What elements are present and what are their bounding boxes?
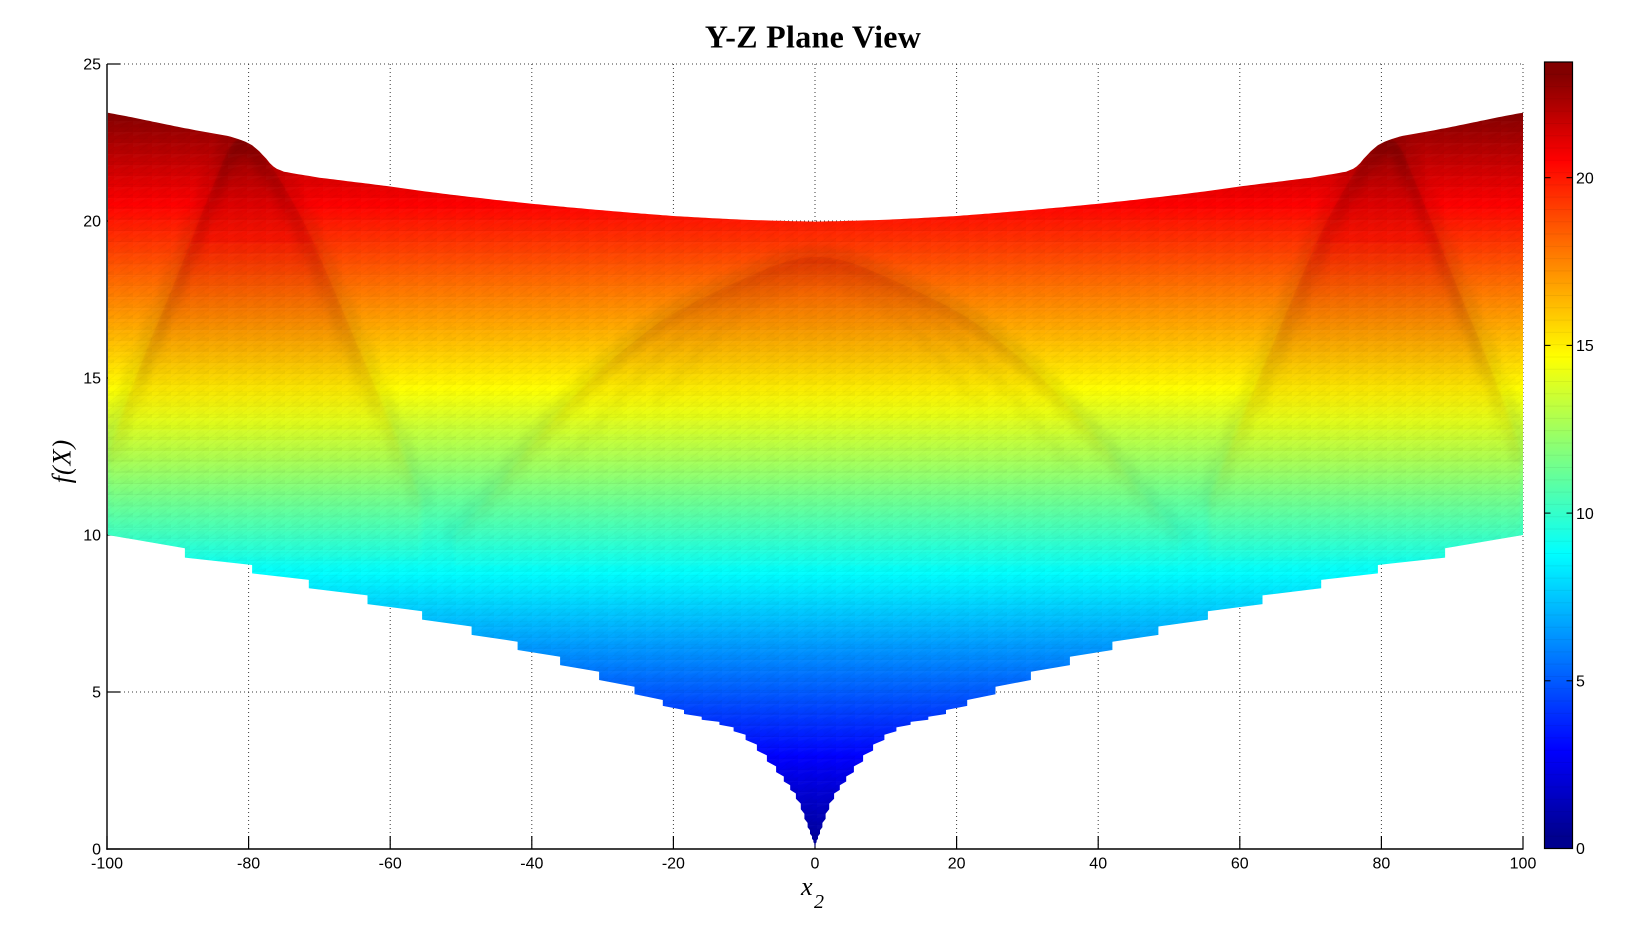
svg-text:0: 0 [92,842,101,859]
svg-text:60: 60 [1231,856,1249,873]
svg-text:f(X): f(X) [48,439,77,483]
svg-text:x: x [800,872,813,901]
svg-text:-80: -80 [237,856,260,873]
svg-text:5: 5 [1576,674,1585,691]
svg-text:2: 2 [814,891,824,913]
svg-text:-60: -60 [379,856,402,873]
svg-text:80: 80 [1373,856,1391,873]
svg-text:Y-Z Plane View: Y-Z Plane View [705,19,921,55]
svg-text:10: 10 [83,528,101,545]
svg-text:20: 20 [1576,170,1594,187]
svg-text:25: 25 [83,57,101,74]
svg-text:15: 15 [83,371,101,388]
svg-text:-20: -20 [662,856,685,873]
svg-text:0: 0 [1576,841,1585,858]
svg-text:20: 20 [948,856,966,873]
svg-text:10: 10 [1576,506,1594,523]
svg-text:-100: -100 [91,856,123,873]
svg-text:0: 0 [811,856,820,873]
svg-text:40: 40 [1089,856,1107,873]
svg-text:20: 20 [83,214,101,231]
svg-text:5: 5 [92,685,101,702]
svg-text:100: 100 [1510,856,1537,873]
svg-text:-40: -40 [520,856,543,873]
svg-text:15: 15 [1576,338,1594,355]
